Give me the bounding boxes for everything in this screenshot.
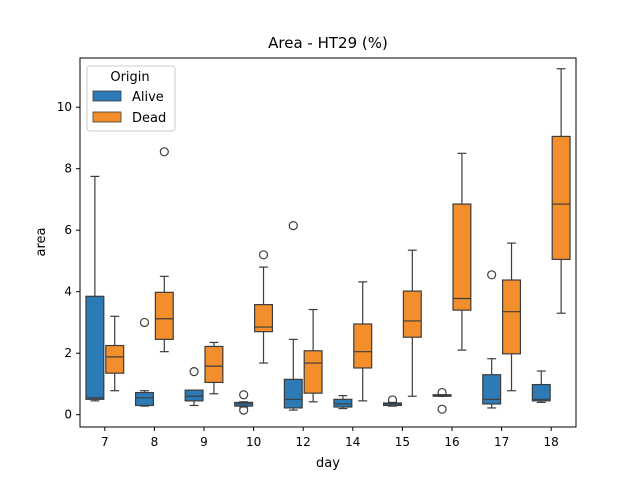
outlier-alive-8-0 xyxy=(139,317,150,328)
outlier-alive-16-0 xyxy=(437,387,447,398)
legend-title: Origin xyxy=(110,70,149,85)
box-dead-12 xyxy=(303,350,323,394)
box-dead-15 xyxy=(402,290,422,338)
x-tick-label-18: 18 xyxy=(544,435,559,449)
outlier-alive-15-0 xyxy=(387,395,398,405)
legend-swatch-alive xyxy=(92,90,122,102)
box-alive-18 xyxy=(531,383,551,402)
x-tick-label-8: 8 xyxy=(151,435,159,449)
y-tick-label-2: 2 xyxy=(64,346,72,360)
outlier-dead-8-0 xyxy=(159,147,169,157)
box-dead-10 xyxy=(254,304,274,333)
plot-area: 0 2 4 6 8 10 7 8 9 10 12 14 15 16 17 18 xyxy=(57,57,577,449)
box-alive-12 xyxy=(283,378,303,409)
x-tick-label-17: 17 xyxy=(494,435,509,449)
y-axis-label: area xyxy=(34,228,49,257)
x-tick-label-7: 7 xyxy=(101,435,109,449)
outlier-alive-9-0 xyxy=(189,367,199,377)
x-tick-label-16: 16 xyxy=(444,435,459,449)
outlier-alive-17-0 xyxy=(487,270,497,280)
box-dead-9 xyxy=(204,345,224,384)
chart-title: Area - HT29 (%) xyxy=(268,34,388,52)
box-dead-17 xyxy=(502,279,522,355)
y-tick-label-8: 8 xyxy=(64,162,72,176)
outlier-dead-10-0 xyxy=(258,250,269,260)
legend: Origin Alive Dead xyxy=(86,65,176,132)
axes-frame xyxy=(79,57,577,428)
x-tick-label-12: 12 xyxy=(296,435,311,449)
outlier-alive-12-0 xyxy=(288,220,298,231)
legend-label-dead: Dead xyxy=(132,111,166,126)
y-tick-label-6: 6 xyxy=(64,223,72,237)
x-tick-label-15: 15 xyxy=(395,435,410,449)
y-tick-label-4: 4 xyxy=(64,285,72,299)
box-dead-16 xyxy=(452,203,472,311)
x-tick-label-9: 9 xyxy=(200,435,208,449)
box-dead-14 xyxy=(353,323,373,369)
y-tick-label-10: 10 xyxy=(57,100,72,114)
box-alive-7 xyxy=(85,295,105,400)
x-tick-label-14: 14 xyxy=(345,435,360,449)
outlier-alive-10-0 xyxy=(239,390,249,400)
outlier-alive-16-1 xyxy=(437,404,447,414)
box-dead-8 xyxy=(154,291,174,340)
outlier-alive-10-1 xyxy=(239,405,249,415)
legend-label-alive: Alive xyxy=(132,90,164,105)
y-tick-label-0: 0 xyxy=(64,408,72,422)
x-tick-label-10: 10 xyxy=(246,435,261,449)
box-alive-9 xyxy=(184,389,204,402)
legend-swatch-dead xyxy=(92,111,122,123)
box-alive-14 xyxy=(333,398,353,408)
box-dead-18 xyxy=(551,135,571,261)
x-axis-label: day xyxy=(316,456,340,471)
box-dead-7 xyxy=(105,344,125,374)
box-alive-8 xyxy=(134,391,154,407)
box-alive-17 xyxy=(482,374,502,405)
